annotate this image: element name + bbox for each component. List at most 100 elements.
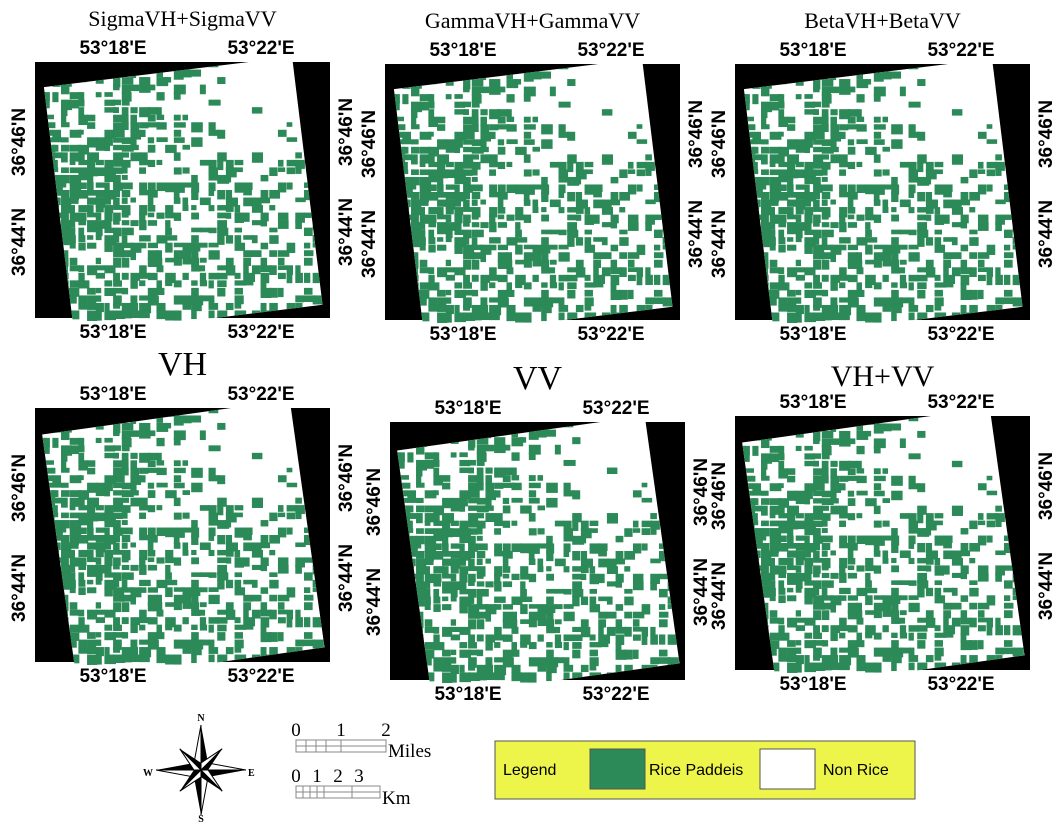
rice-patch bbox=[874, 252, 884, 261]
rice-patch bbox=[804, 565, 812, 574]
rice-patch bbox=[900, 513, 909, 519]
rice-patch bbox=[295, 167, 301, 174]
rice-patch bbox=[191, 483, 202, 493]
rice-patch bbox=[183, 602, 193, 609]
rice-patch bbox=[480, 154, 490, 163]
rice-patch bbox=[442, 483, 450, 490]
lat-label: 36°44'N bbox=[709, 562, 730, 630]
rice-patch bbox=[900, 297, 909, 303]
rice-patch bbox=[498, 162, 505, 169]
rice-patch bbox=[209, 513, 219, 521]
rice-patch bbox=[295, 220, 302, 229]
rice-patch bbox=[428, 222, 436, 227]
rice-patch bbox=[778, 543, 788, 552]
rice-patch bbox=[778, 565, 786, 574]
rice-patch bbox=[52, 438, 58, 448]
rice-patch bbox=[477, 581, 485, 586]
rice-patch bbox=[503, 475, 511, 482]
lat-label: 36°46'N bbox=[686, 100, 707, 168]
rice-patch bbox=[943, 192, 952, 197]
rice-patch bbox=[796, 625, 805, 631]
rice-patch bbox=[529, 574, 536, 582]
scale-bar-km bbox=[296, 786, 380, 798]
rice-patch bbox=[891, 423, 901, 430]
rice-patch bbox=[891, 655, 902, 663]
rice-patch bbox=[917, 192, 925, 201]
rice-patch bbox=[96, 310, 102, 320]
rice-patch bbox=[943, 603, 952, 610]
rice-patch bbox=[804, 267, 815, 275]
rice-patch bbox=[463, 237, 469, 244]
rice-patch bbox=[865, 431, 871, 436]
rice-patch bbox=[602, 252, 612, 259]
rice-patch bbox=[761, 438, 769, 448]
rice-patch bbox=[156, 122, 166, 129]
rice-patch bbox=[70, 580, 76, 588]
rice-patch bbox=[909, 305, 919, 312]
rice-patch bbox=[969, 290, 978, 300]
rice-patch bbox=[830, 461, 837, 467]
rice-patch bbox=[935, 625, 941, 631]
rice-patch bbox=[243, 250, 252, 257]
rice-patch bbox=[761, 491, 769, 496]
rice-patch bbox=[122, 528, 133, 535]
rice-patch bbox=[122, 160, 131, 168]
rice-patch bbox=[515, 237, 527, 242]
rice-patch bbox=[650, 581, 657, 590]
rice-patch bbox=[654, 252, 663, 258]
rice-patch bbox=[278, 595, 289, 602]
rice-patch bbox=[891, 633, 897, 638]
rice-patch bbox=[252, 235, 258, 243]
rice-patch bbox=[813, 177, 821, 185]
rice-patch bbox=[848, 147, 856, 155]
rice-patch bbox=[987, 476, 993, 481]
rice-patch bbox=[796, 237, 802, 242]
rice-patch bbox=[830, 625, 840, 633]
rice-patch bbox=[52, 145, 58, 152]
rice-patch bbox=[585, 305, 592, 311]
rice-patch bbox=[659, 589, 668, 597]
rice-patch bbox=[935, 215, 944, 225]
rice-patch bbox=[411, 147, 420, 154]
rice-patch bbox=[70, 513, 79, 519]
rice-patch bbox=[96, 258, 101, 264]
rice-patch bbox=[130, 625, 137, 633]
rice-patch bbox=[822, 513, 831, 521]
rice-patch bbox=[822, 200, 828, 206]
rice-patch bbox=[524, 200, 531, 206]
rice-patch bbox=[174, 198, 181, 204]
rice-patch bbox=[96, 145, 105, 151]
rice-patch bbox=[952, 237, 958, 245]
rice-patch bbox=[943, 282, 953, 287]
rice-patch bbox=[139, 513, 146, 519]
rice-patch bbox=[839, 431, 850, 439]
rice-patch bbox=[624, 566, 630, 571]
rice-patch bbox=[1004, 580, 1013, 588]
rice-patch bbox=[943, 536, 952, 543]
rice-patch bbox=[304, 595, 313, 601]
rice-patch bbox=[130, 430, 139, 436]
rice-patch bbox=[822, 124, 829, 132]
rice-patch bbox=[87, 122, 95, 129]
rice-patch bbox=[463, 305, 470, 311]
rice-patch bbox=[183, 115, 189, 121]
rice-patch bbox=[611, 245, 619, 252]
rice-patch bbox=[839, 588, 851, 594]
rice-patch bbox=[761, 139, 769, 144]
rice-patch bbox=[987, 139, 998, 144]
rice-patch bbox=[550, 245, 558, 250]
rice-patch bbox=[226, 303, 234, 310]
rice-patch bbox=[874, 468, 881, 474]
rice-patch bbox=[148, 137, 154, 143]
rice-patch bbox=[472, 139, 482, 146]
rice-patch bbox=[813, 215, 821, 223]
rice-patch bbox=[511, 521, 517, 526]
panel-title: BetaVH+BetaVV bbox=[804, 8, 961, 33]
rice-patch bbox=[113, 228, 121, 237]
rice-patch bbox=[770, 513, 776, 518]
rice-patch bbox=[130, 617, 140, 625]
rice-patch bbox=[917, 162, 923, 172]
rice-patch bbox=[752, 147, 758, 154]
rice-patch bbox=[485, 634, 495, 642]
rice-patch bbox=[576, 215, 581, 221]
